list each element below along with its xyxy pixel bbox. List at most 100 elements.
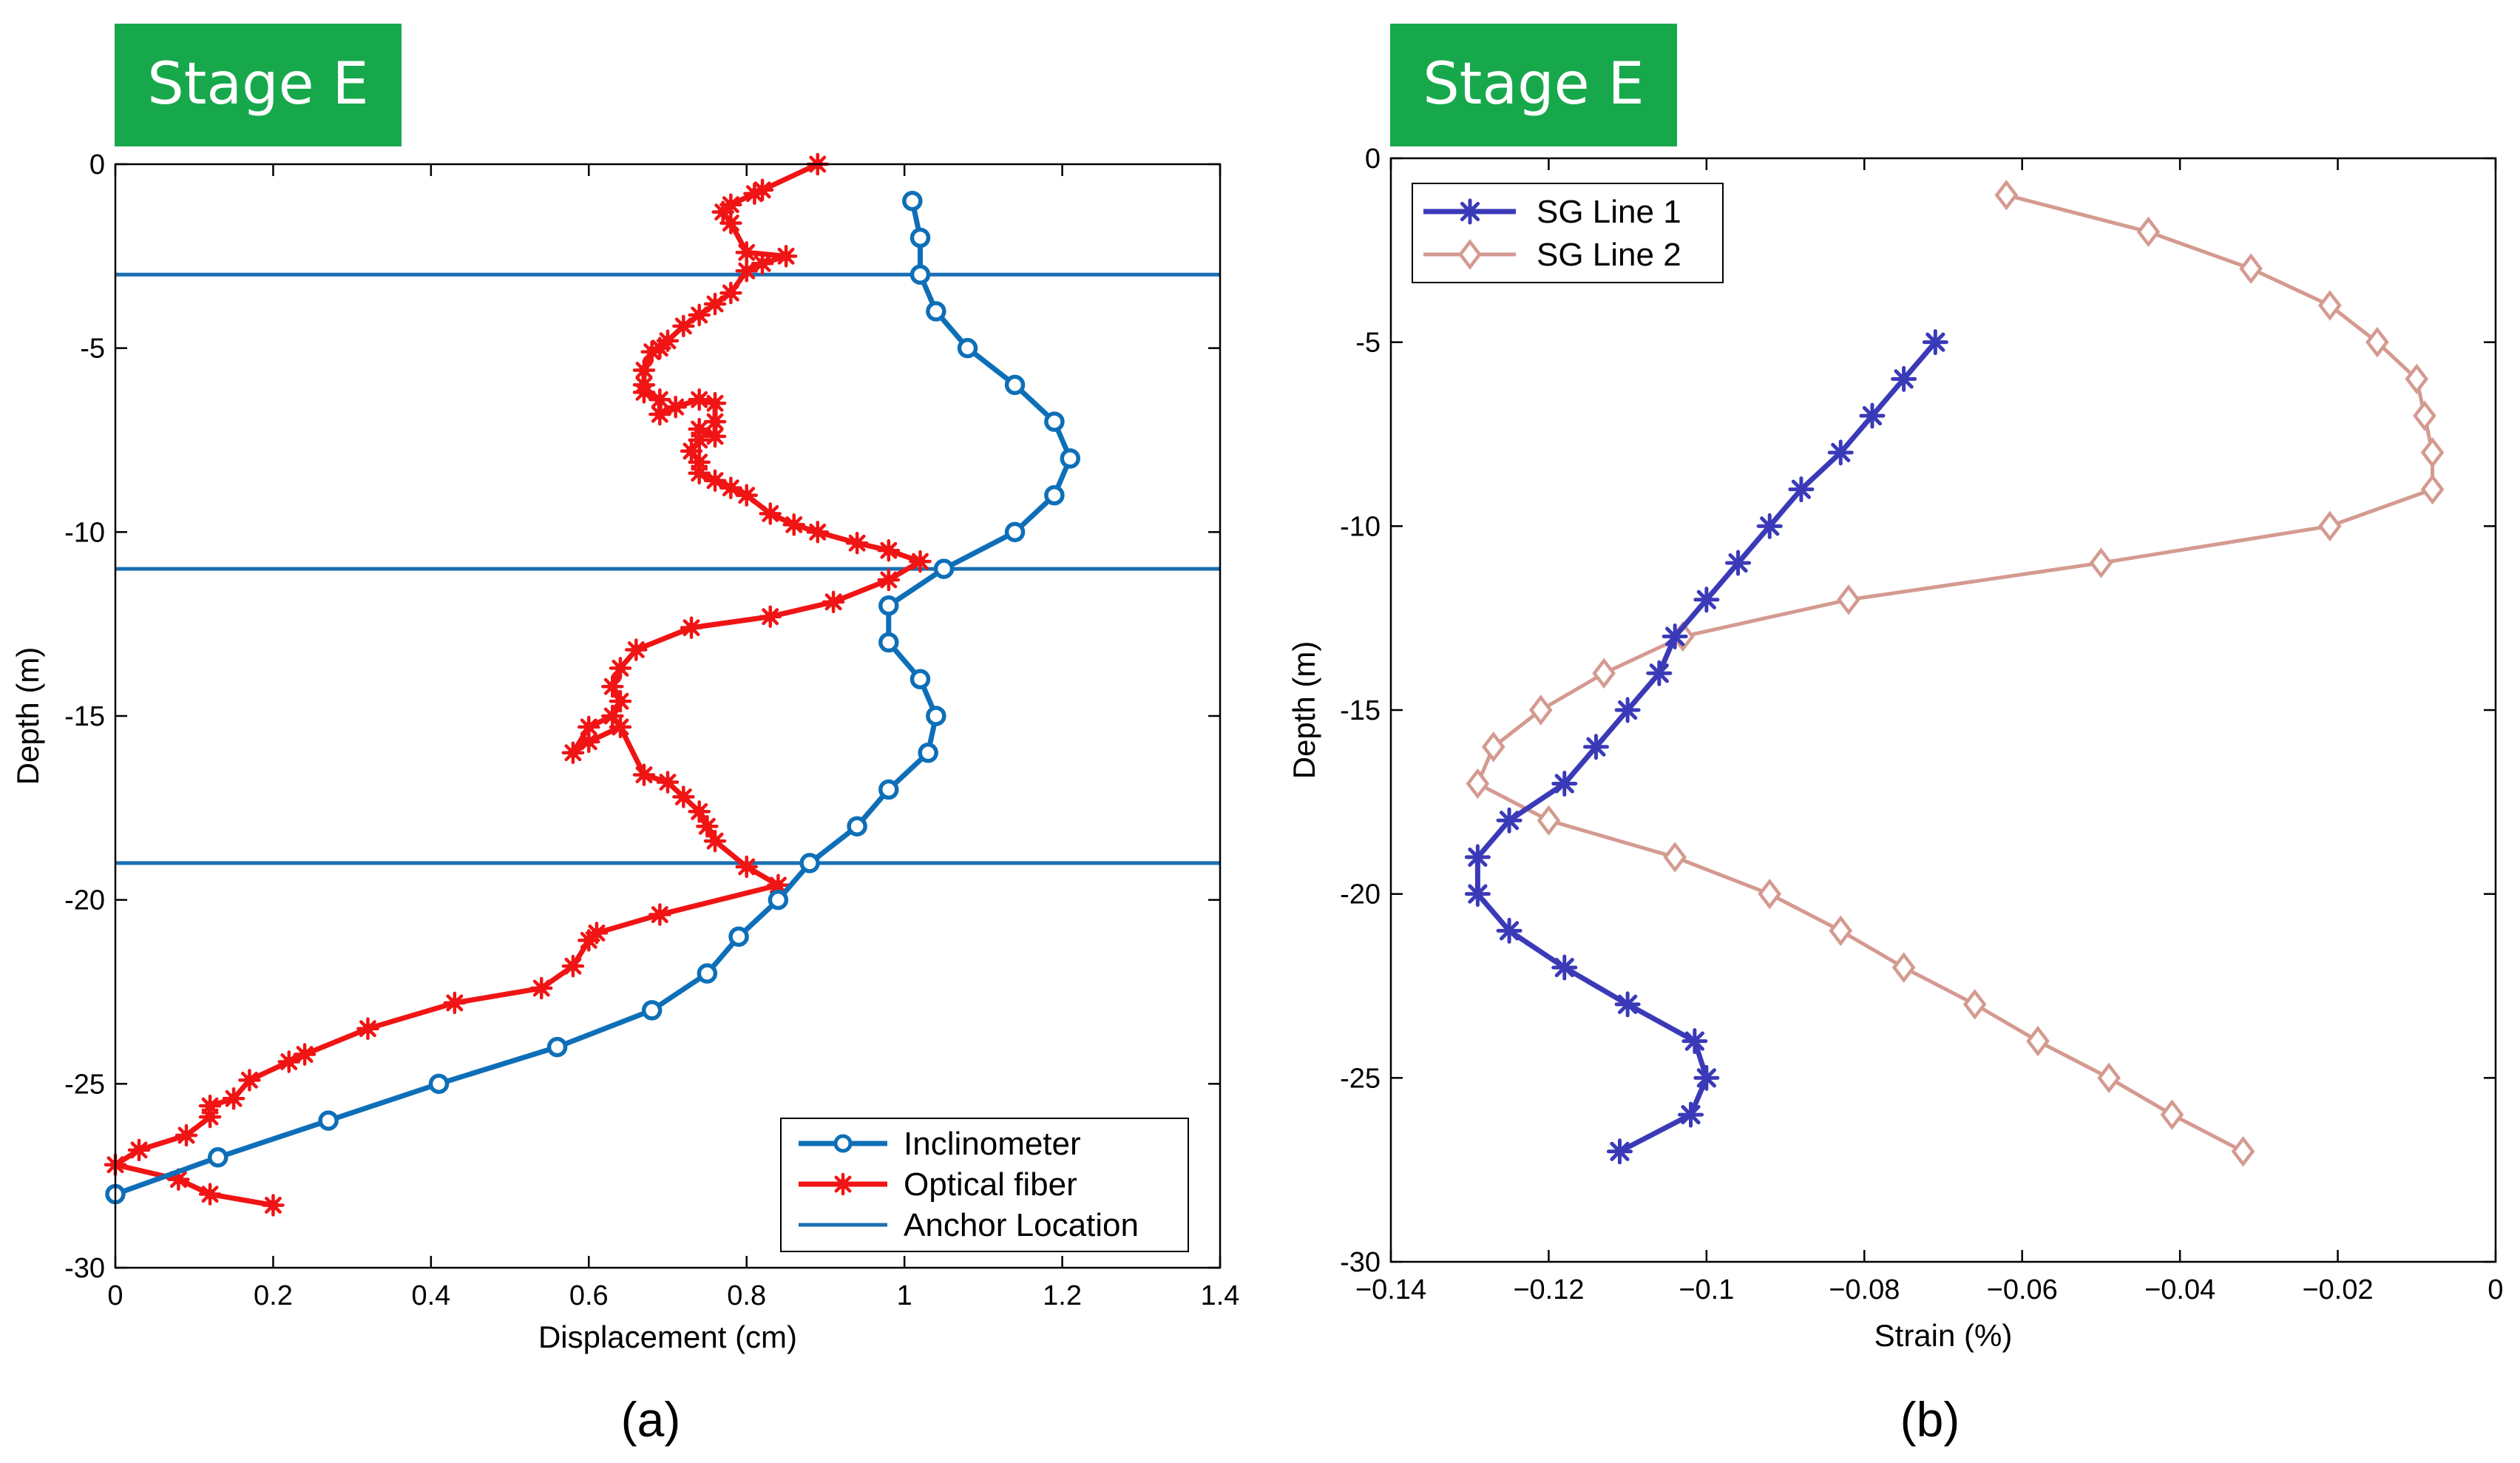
legend-inclinometer-label: Inclinometer — [904, 1126, 1081, 1162]
inclinometer-point — [1004, 374, 1026, 396]
optical-fiber-point — [703, 392, 727, 415]
sg-line-1-point — [1756, 513, 1783, 539]
panel-a-plot-frame — [114, 163, 1222, 1269]
legend-sg-line-1-marker — [1457, 198, 1483, 225]
optical-fiber-point — [696, 814, 719, 838]
panel-b-legend: SG Line 1 SG Line 2 — [1412, 183, 1724, 283]
optical-fiber-point — [198, 1183, 222, 1206]
sg-line-1-point — [1827, 439, 1854, 466]
panel-a-legend: Inclinometer Optical fiber Anchor Locati… — [780, 1118, 1189, 1252]
optical-fiber-point — [719, 281, 742, 305]
optical-fiber-point — [561, 741, 585, 764]
panel-b-x-tick-label: −0.1 — [1679, 1274, 1734, 1305]
sg-line-2-point — [1592, 658, 1616, 689]
legend-inclinometer-marker — [833, 1134, 853, 1153]
panel-b-x-tick-label: 0 — [2487, 1274, 2503, 1305]
optical-fiber-point — [688, 388, 711, 411]
inclinometer-point — [1044, 484, 1065, 506]
optical-fiber-point — [632, 763, 656, 786]
optical-fiber-point — [688, 800, 711, 823]
panel-b-y-tick-label: -20 — [1340, 879, 1381, 910]
sg-line-2-point — [1829, 915, 1853, 947]
optical-fiber-point — [703, 469, 727, 492]
panel-b-x-tick-label: −0.02 — [2302, 1274, 2373, 1305]
optical-fiber-point — [774, 245, 798, 268]
optical-fiber-point — [578, 929, 600, 952]
optical-fiber-point — [735, 484, 758, 507]
sg-line-2-point — [2413, 400, 2436, 431]
sg-line-1-point — [1693, 587, 1720, 613]
optical-fiber-point — [782, 513, 805, 536]
optical-fiber-point — [672, 314, 695, 338]
optical-fiber-point — [656, 771, 680, 794]
panel-b-y-tick-label: 0 — [1365, 143, 1381, 175]
optical-fiber-point — [688, 462, 711, 485]
optical-fiber-point — [578, 715, 600, 739]
panel-a-x-tick-label: 1 — [897, 1280, 912, 1311]
optical-fiber-point — [759, 605, 782, 628]
inclinometer-point — [957, 337, 978, 359]
panel-b-x-tick-label: −0.12 — [1513, 1274, 1584, 1305]
legend-optical-fiber-marker — [831, 1172, 855, 1196]
panel-a-stage-badge — [115, 24, 402, 146]
optical-fiber-point — [845, 532, 869, 555]
panel-a-x-tick-label: 0.6 — [569, 1280, 609, 1311]
panel-a-caption: (a) — [621, 1392, 681, 1447]
optical-fiber-point — [609, 689, 632, 713]
sg-line-2-point — [2136, 216, 2161, 248]
inclinometer-point — [428, 1073, 450, 1095]
sg-line-1-point — [1891, 365, 1917, 392]
inclinometer-point — [910, 669, 931, 690]
sg-line-1-point — [1464, 844, 1491, 871]
panel-a-x-tick-label: 0.8 — [727, 1280, 766, 1311]
optical-fiber-point — [909, 550, 932, 573]
inclinometer-point — [902, 190, 923, 212]
panel-b-x-axis-label: Strain (%) — [1874, 1318, 2013, 1353]
optical-fiber-point — [648, 903, 671, 926]
optical-fiber-point — [822, 590, 845, 614]
optical-fiber-point — [609, 657, 632, 680]
panel-a-x-tick-label: 0.2 — [254, 1280, 293, 1311]
panel-b-y-tick-label: -30 — [1340, 1247, 1381, 1278]
optical-fiber-point — [743, 182, 766, 206]
optical-fiber-point — [680, 439, 703, 463]
panel-a-y-tick-label: -30 — [64, 1253, 105, 1284]
optical-fiber-point — [711, 200, 734, 223]
legend-anchor-location-label: Anchor Location — [904, 1207, 1139, 1243]
inclinometer-point — [207, 1147, 228, 1168]
optical-fiber-point — [664, 395, 687, 419]
inclinometer-point — [1004, 521, 1026, 543]
inclinometer-point — [847, 816, 867, 837]
optical-fiber-point — [262, 1194, 285, 1217]
panel-b-y-tick-label: -5 — [1355, 328, 1381, 359]
panel-b-legend-box — [1412, 183, 1724, 283]
panel-b-x-tick-label: −0.08 — [1829, 1274, 1900, 1305]
sg-line-2-point — [2097, 1062, 2121, 1094]
inclinometer-point — [768, 889, 789, 910]
inclinometer-point — [918, 742, 938, 763]
sg-line-2-point — [1758, 878, 1782, 910]
panel-a-y-tick-label: -20 — [64, 885, 105, 916]
sg-line-2-point — [2405, 363, 2429, 395]
optical-fiber-point — [127, 1138, 151, 1162]
optical-fiber-point — [601, 704, 624, 728]
panel-a-x-tick-label: 0.4 — [411, 1280, 450, 1311]
panel-b-strain-chart: Stage E −0.14 −0.12 −0.1 −0.08 −0.06 −0.04 −0.… — [1287, 24, 2504, 1447]
sg-line-1-point — [1693, 1064, 1720, 1091]
inclinometer-point — [933, 558, 955, 579]
optical-fiber-point — [601, 675, 624, 698]
sg-line-2-point — [1962, 989, 1987, 1020]
optical-fiber-point — [625, 638, 648, 661]
panel-b-plot-frame — [1389, 157, 2497, 1263]
optical-fiber-point — [703, 829, 727, 853]
inclinometer-point — [641, 1000, 663, 1021]
legend-sg-line-1-label: SG Line 1 — [1537, 194, 1681, 230]
sg-line-2-point — [1891, 952, 1916, 983]
sg-line-1-point — [1464, 881, 1491, 908]
inclinometer-point — [546, 1036, 568, 1058]
optical-fiber-point — [277, 1050, 301, 1073]
sg-line-2-point — [2089, 547, 2113, 578]
inclinometer-point — [910, 264, 931, 285]
optical-fiber-point — [877, 568, 901, 592]
inclinometer-point — [697, 963, 718, 984]
